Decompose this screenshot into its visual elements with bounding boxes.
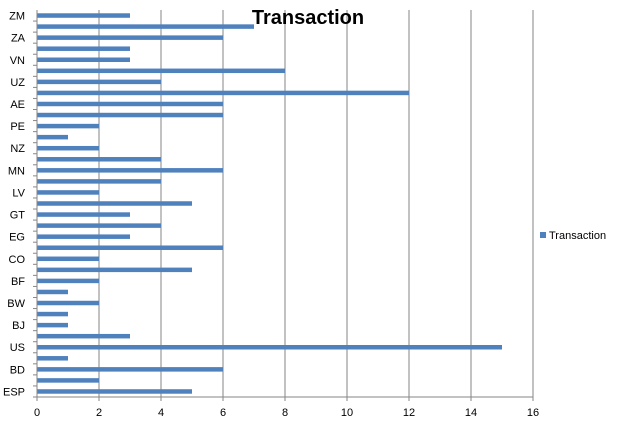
bar: [37, 24, 254, 29]
bar: [37, 289, 68, 295]
bar: [37, 212, 130, 217]
y-tick-label: AE: [10, 99, 25, 111]
bar: [37, 68, 285, 74]
y-tick-label: EG: [9, 232, 25, 244]
x-tick-label: 2: [96, 407, 102, 419]
x-tick-label: 6: [220, 407, 226, 419]
y-tick-labels: ESP BD US BJ BW BF CO EG GT LV MN NZ PE AE UZ VN ZA ZM: [3, 11, 26, 399]
legend-swatch: [540, 232, 546, 238]
bar: [37, 344, 502, 350]
legend-label: Transaction: [549, 230, 607, 242]
y-tick-label: ZM: [9, 11, 25, 23]
y-tick-label: CO: [9, 254, 26, 266]
x-tick-labels: 0 2 4 6 8 10 12 14 16: [34, 407, 539, 419]
bar: [37, 90, 409, 96]
bar: [37, 123, 99, 129]
x-tick-label: 8: [282, 407, 288, 419]
bar: [37, 234, 130, 239]
x-tick-label: 4: [158, 407, 164, 419]
x-tick-label: 0: [34, 407, 40, 419]
x-tick-label: 16: [527, 407, 539, 419]
y-tick-label: BD: [10, 364, 25, 376]
bar: [37, 267, 192, 273]
y-tick-label: LV: [12, 187, 25, 199]
bar: [37, 378, 99, 383]
y-tick-label: BW: [7, 298, 25, 310]
gridlines: [98, 10, 534, 397]
x-tick-label: 12: [403, 407, 415, 419]
bar: [37, 145, 99, 151]
y-tick-label: VN: [10, 55, 25, 67]
bar: [37, 333, 130, 339]
bar: [37, 245, 223, 250]
y-tick-label: BF: [11, 276, 25, 288]
bar: [37, 322, 68, 328]
bar: [37, 201, 192, 206]
y-tick-label: NZ: [10, 143, 25, 155]
bar: [37, 389, 192, 394]
bar: [37, 300, 99, 306]
bar: [37, 13, 130, 18]
bar: [37, 179, 161, 184]
y-tick-label: US: [10, 342, 25, 354]
legend: Transaction: [540, 230, 606, 242]
bar: [37, 46, 130, 51]
bar: [37, 35, 223, 40]
bar: [37, 157, 161, 162]
bar: [37, 223, 161, 228]
y-tick-label: ESP: [3, 386, 25, 398]
y-tick-label: BJ: [12, 320, 25, 332]
bar: [37, 367, 223, 372]
bar: [37, 79, 161, 85]
bar: [37, 57, 130, 63]
bar: [37, 168, 223, 173]
bars: [37, 13, 502, 394]
axes: [33, 10, 534, 401]
bar: [37, 101, 223, 107]
chart-title: Transaction: [251, 7, 365, 29]
bar: [37, 112, 223, 118]
y-tick-label: UZ: [10, 77, 25, 89]
bar: [37, 278, 99, 284]
bar: [37, 256, 99, 262]
bar: [37, 311, 68, 317]
y-tick-label: ZA: [11, 33, 26, 45]
bar: [37, 190, 99, 195]
y-tick-label: PE: [10, 121, 25, 133]
x-tick-label: 14: [465, 407, 477, 419]
bar: [37, 134, 68, 140]
bar: [37, 356, 68, 361]
x-tick-label: 10: [341, 407, 353, 419]
y-tick-label: GT: [10, 210, 26, 222]
y-tick-label: MN: [8, 165, 25, 177]
